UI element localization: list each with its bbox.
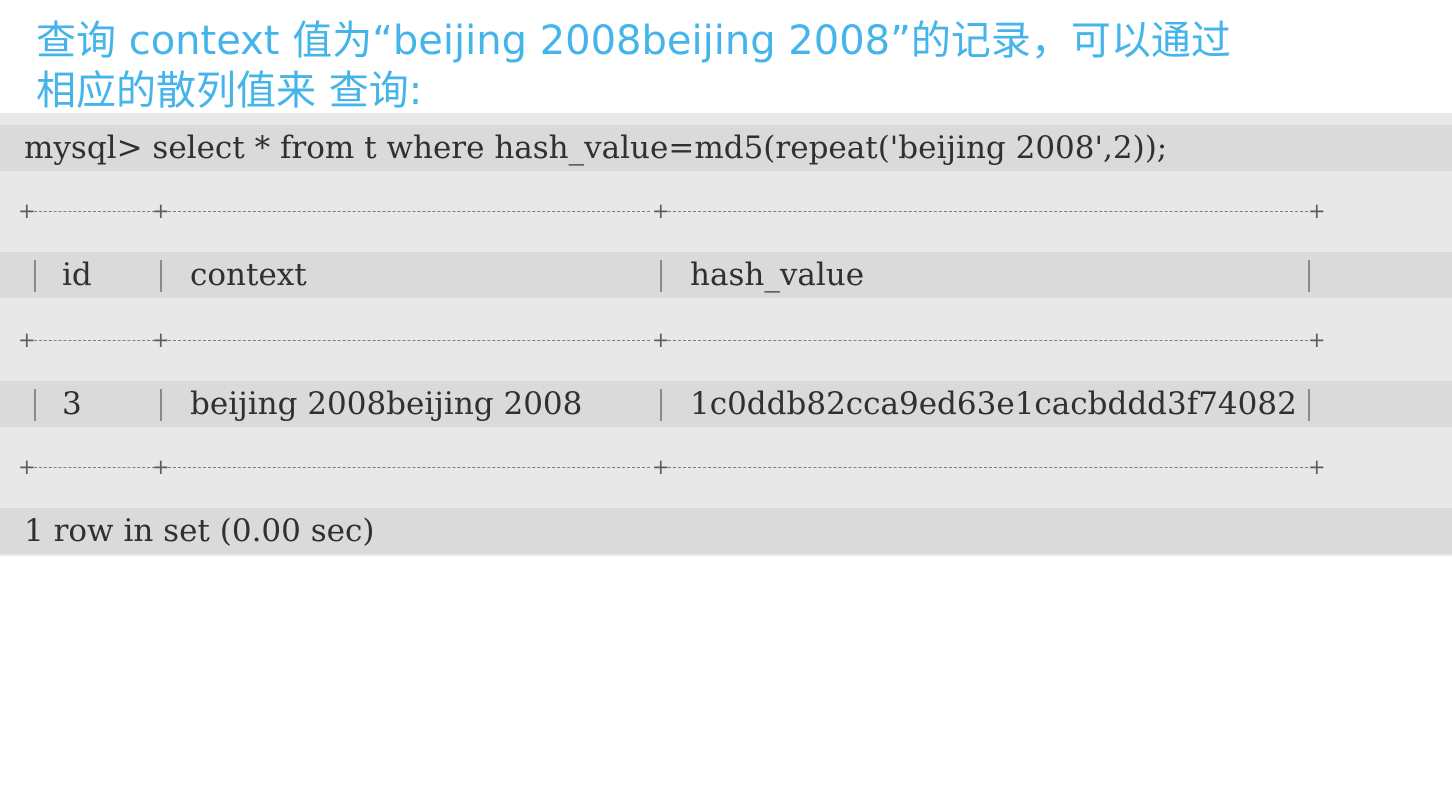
table-row: 3 beijing 2008beijing 2008 1c0ddb82cca9e… — [0, 381, 1452, 427]
heading-line-2: 相应的散列值来 查询: — [36, 68, 423, 114]
mysql-terminal-output: mysql> select * from t where hash_value=… — [0, 113, 1452, 556]
cell-hash-value: 1c0ddb82cca9ed63e1cacbddd3f74082 — [690, 386, 1297, 422]
column-header-context: context — [190, 257, 307, 293]
column-header-hash-value: hash_value — [690, 257, 865, 293]
query-line: mysql> select * from t where hash_value=… — [0, 125, 1452, 171]
column-header-id: id — [62, 257, 92, 293]
cell-id: 3 — [62, 386, 82, 422]
query-text: mysql> select * from t where hash_value=… — [24, 130, 1168, 166]
heading-line-1: 查询 context 值为“beijing 2008beijing 2008”的… — [36, 18, 1231, 64]
cell-context: beijing 2008beijing 2008 — [190, 386, 583, 422]
table-header-row: id context hash_value — [0, 252, 1452, 298]
article-heading: 查询 context 值为“beijing 2008beijing 2008”的… — [36, 16, 1436, 116]
result-summary: 1 row in set (0.00 sec) — [24, 513, 375, 549]
result-footer-line: 1 row in set (0.00 sec) — [0, 508, 1452, 554]
